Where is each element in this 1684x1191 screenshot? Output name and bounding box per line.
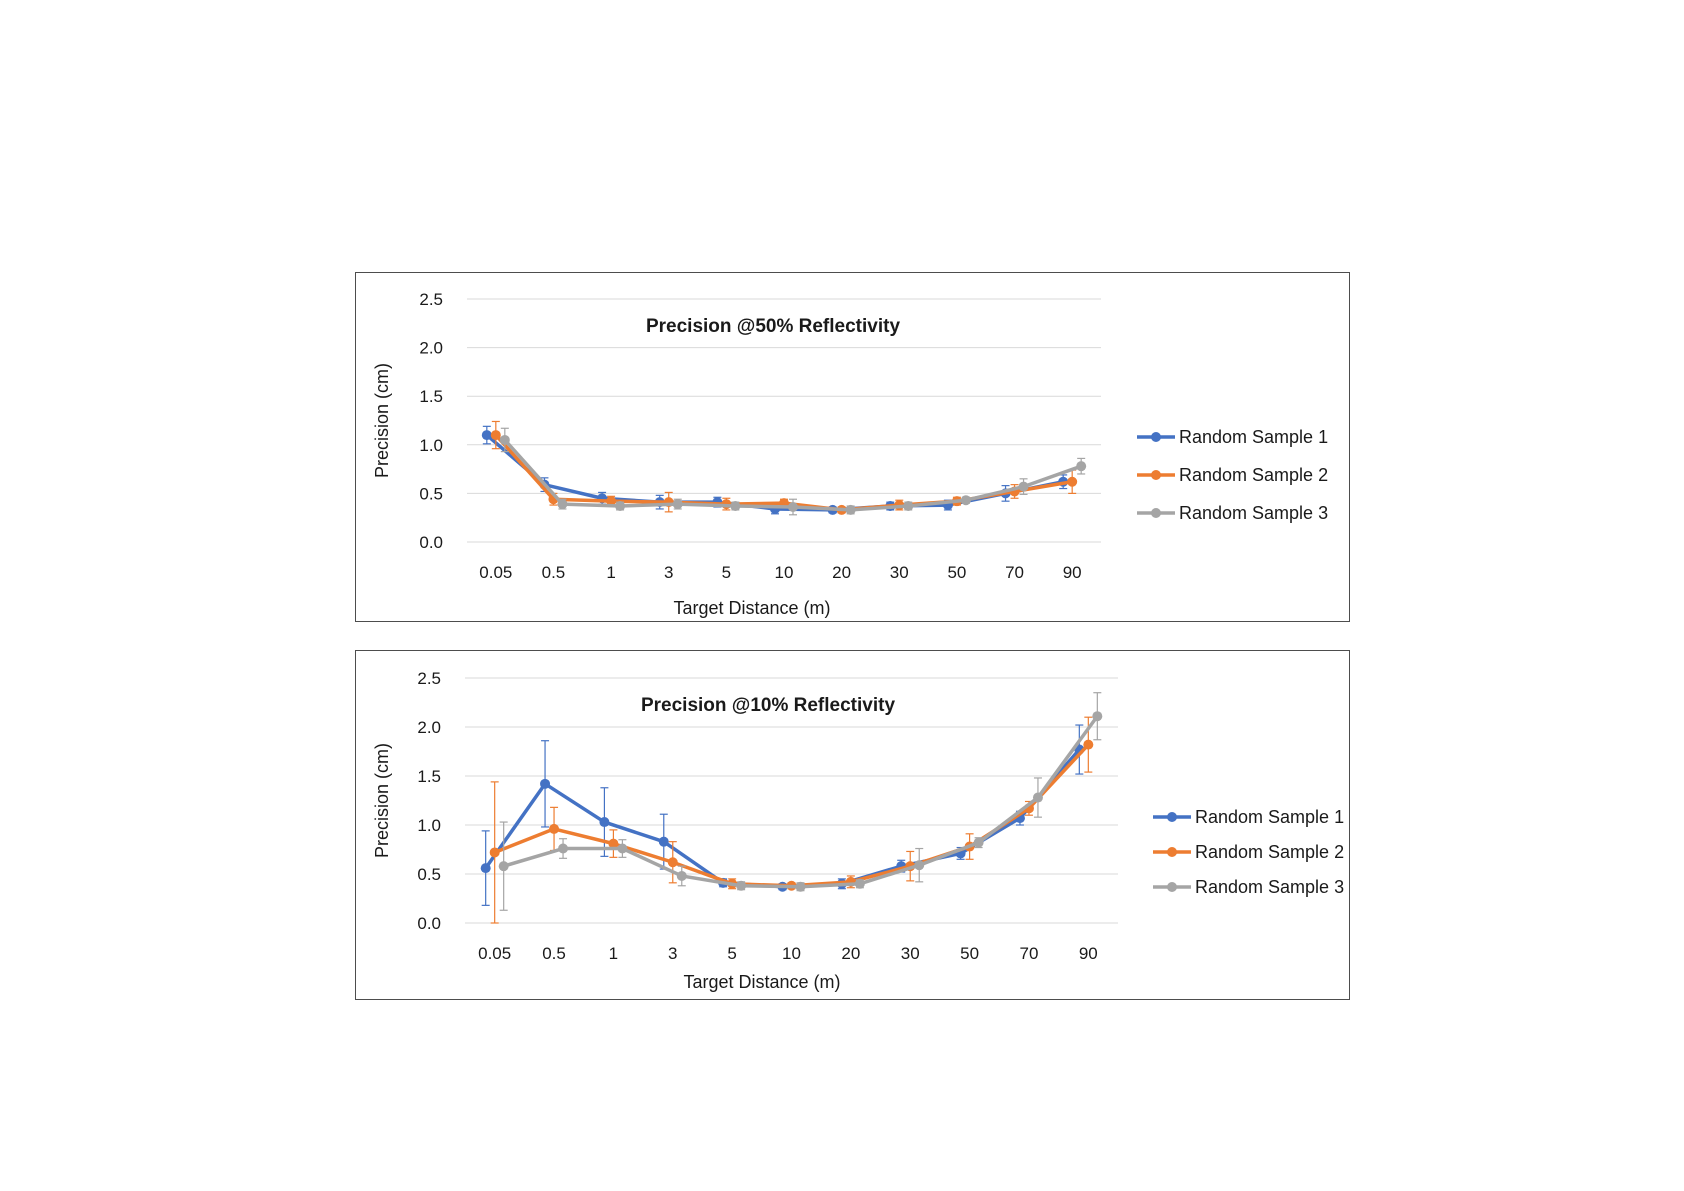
chart-panel-10-reflectivity: 0.0 0.5 1.0 1.5 2.0 2.5 0.05 0.5 1 3 5 10 20 30 50 70 90… <box>355 650 1350 1000</box>
chart-10-reflectivity: 0.0 0.5 1.0 1.5 2.0 2.5 0.05 0.5 1 3 5 10 20 30 50 70 90… <box>372 669 1344 992</box>
x-tick-label: 30 <box>890 563 909 582</box>
data-point <box>490 430 501 441</box>
x-tick-label: 3 <box>664 563 673 582</box>
data-point <box>557 499 568 510</box>
data-point <box>914 860 925 871</box>
data-point <box>845 504 856 515</box>
data-point <box>788 502 798 513</box>
x-tick-label: 70 <box>1005 563 1024 582</box>
data-point <box>606 496 617 507</box>
y-axis-label: Precision (cm) <box>372 363 392 478</box>
y-tick-label: 1.5 <box>419 387 443 406</box>
data-point <box>795 881 806 892</box>
y-tick-label: 0.5 <box>419 484 443 503</box>
data-point <box>489 847 500 858</box>
y-tick-label: 0.0 <box>417 914 441 933</box>
data-point <box>1032 792 1043 803</box>
y-tick-label: 1.5 <box>417 767 441 786</box>
data-point <box>903 501 914 512</box>
y-tick-label: 2.5 <box>417 669 441 688</box>
x-tick-label: 20 <box>832 563 851 582</box>
data-point <box>540 778 551 789</box>
data-point <box>672 499 683 510</box>
y-tick-label: 0.5 <box>417 865 441 884</box>
legend-label: Random Sample 3 <box>1179 503 1328 523</box>
x-tick-label: 10 <box>782 944 801 963</box>
x-tick-label: 0.5 <box>542 944 566 963</box>
series-line <box>503 715 1099 889</box>
series-line <box>494 743 1090 888</box>
data-point <box>498 861 509 872</box>
data-point <box>617 843 628 854</box>
data-point <box>558 843 569 854</box>
chart-title: Precision @10% Reflectivity <box>641 695 895 716</box>
data-point <box>1092 711 1103 722</box>
y-axis-label: Precision (cm) <box>372 743 392 858</box>
series-1 <box>480 724 1085 906</box>
x-tick-label: 0.05 <box>479 563 512 582</box>
data-point <box>1067 476 1078 487</box>
x-tick-label: 20 <box>841 944 860 963</box>
series-2 <box>489 716 1094 924</box>
data-point <box>960 495 971 506</box>
series-line <box>484 748 1081 889</box>
x-tick-label: 10 <box>775 563 794 582</box>
legend-marker <box>1151 432 1161 442</box>
x-tick-label: 5 <box>727 944 736 963</box>
data-point <box>615 501 626 512</box>
data-point <box>730 501 741 512</box>
data-point <box>676 870 687 881</box>
legend-marker <box>1167 882 1177 892</box>
data-point <box>736 880 747 891</box>
data-point <box>667 857 678 868</box>
chart-title: Precision @50% Reflectivity <box>646 316 900 337</box>
data-point <box>499 434 510 445</box>
data-point <box>1018 481 1029 492</box>
x-tick-label: 1 <box>606 563 615 582</box>
x-tick-label: 1 <box>609 944 618 963</box>
legend-marker <box>1167 847 1177 857</box>
y-tick-label: 0.0 <box>419 533 443 552</box>
legend-marker <box>1151 508 1161 518</box>
x-tick-label: 5 <box>722 563 731 582</box>
x-tick-label: 50 <box>947 563 966 582</box>
data-point <box>973 837 984 848</box>
legend-marker <box>1167 812 1177 822</box>
x-tick-label: 3 <box>668 944 677 963</box>
series-2 <box>490 420 1078 515</box>
y-tick-label: 2.5 <box>419 290 443 309</box>
data-point <box>481 430 492 441</box>
data-point <box>1083 739 1094 750</box>
legend-label: Random Sample 3 <box>1195 877 1344 897</box>
x-axis-label: Target Distance (m) <box>673 598 830 618</box>
x-tick-label: 0.05 <box>478 944 511 963</box>
x-tick-label: 0.5 <box>542 563 566 582</box>
series-3 <box>498 692 1103 911</box>
y-tick-label: 2.0 <box>417 718 441 737</box>
x-tick-label: 30 <box>901 944 920 963</box>
x-tick-label: 70 <box>1019 944 1038 963</box>
chart-panel-50-reflectivity: 0.0 0.5 1.0 1.5 2.0 2.5 0.05 0.5 1 3 5 10 20 30 50 70 90… <box>355 272 1350 622</box>
legend-label: Random Sample 2 <box>1179 465 1328 485</box>
y-tick-label: 1.0 <box>417 816 441 835</box>
y-tick-label: 2.0 <box>419 339 443 358</box>
legend-label: Random Sample 1 <box>1195 807 1344 827</box>
legend-label: Random Sample 1 <box>1179 427 1328 447</box>
data-point <box>608 838 619 849</box>
data-point <box>1076 461 1087 472</box>
legend-marker <box>1151 470 1161 480</box>
x-tick-label: 50 <box>960 944 979 963</box>
data-point <box>549 823 560 834</box>
x-tick-label: 90 <box>1063 563 1082 582</box>
data-point <box>854 878 865 889</box>
chart-50-reflectivity: 0.0 0.5 1.0 1.5 2.0 2.5 0.05 0.5 1 3 5 10 20 30 50 70 90… <box>372 290 1328 618</box>
x-tick-label: 90 <box>1079 944 1098 963</box>
data-point <box>480 863 491 874</box>
y-tick-label: 1.0 <box>419 436 443 455</box>
x-axis-label: Target Distance (m) <box>683 972 840 992</box>
legend-label: Random Sample 2 <box>1195 842 1344 862</box>
series-3 <box>499 427 1087 516</box>
data-point <box>658 836 669 847</box>
data-point <box>599 817 610 828</box>
